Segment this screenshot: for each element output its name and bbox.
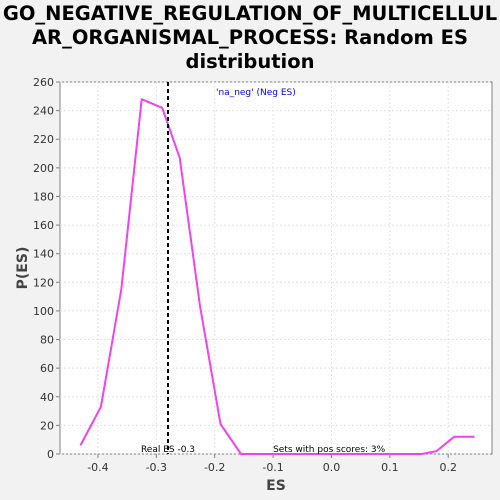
y-axis-ticks: 0 20 40 60 80 100 120 140 160 180 200 220 240 260 xyxy=(33,76,60,461)
x-tick-label: -0.1 xyxy=(262,461,283,474)
plot-area xyxy=(59,81,493,455)
x-tick-label: 0.0 xyxy=(323,461,341,474)
y-tick-label: 160 xyxy=(33,219,54,232)
y-tick-label: 60 xyxy=(40,362,54,375)
x-tick-label: 0.1 xyxy=(381,461,399,474)
y-tick-label: 140 xyxy=(33,248,54,261)
legend-mask xyxy=(215,87,297,99)
x-axis-ticks: -0.4 -0.3 -0.2 -0.1 0.0 0.1 0.2 xyxy=(87,454,457,474)
y-tick-label: 0 xyxy=(47,448,54,461)
chart-title-line-1: GO_NEGATIVE_REGULATION_OF_MULTICELLUL xyxy=(2,2,498,25)
series-layer xyxy=(79,98,475,455)
y-tick-label: 40 xyxy=(40,391,54,404)
chart-title: GO_NEGATIVE_REGULATION_OF_MULTICELLUL AR… xyxy=(0,2,500,74)
y-axis-title: P(ES) xyxy=(15,247,31,290)
chart-title-line-2: AR_ORGANISMAL_PROCESS: Random ES xyxy=(31,26,469,49)
y-tick-label: 200 xyxy=(33,162,54,175)
y-tick-label: 120 xyxy=(33,276,54,289)
y-tick-label: 220 xyxy=(33,133,54,146)
y-tick-label: 260 xyxy=(33,76,54,89)
y-tick-label: 240 xyxy=(33,105,54,118)
x-tick-label: 0.2 xyxy=(439,461,457,474)
real-es-label: Real ES -0.3 xyxy=(141,445,195,455)
gridlines xyxy=(60,81,492,455)
y-tick-label: 20 xyxy=(40,419,54,432)
x-axis-title: ES xyxy=(266,478,286,494)
series-line xyxy=(79,98,475,455)
chart-title-line-3: distribution xyxy=(185,50,315,73)
x-tick-label: -0.2 xyxy=(204,461,225,474)
pos-sets-label: Sets with pos scores: 3% xyxy=(273,445,386,455)
x-tick-label: -0.3 xyxy=(146,461,167,474)
x-tick-label: -0.4 xyxy=(87,461,108,474)
y-tick-label: 180 xyxy=(33,190,54,203)
y-tick-label: 100 xyxy=(33,305,54,318)
legend-neg-entry: 'na_neg' (Neg ES) xyxy=(216,88,296,98)
y-tick-label: 80 xyxy=(40,334,54,347)
